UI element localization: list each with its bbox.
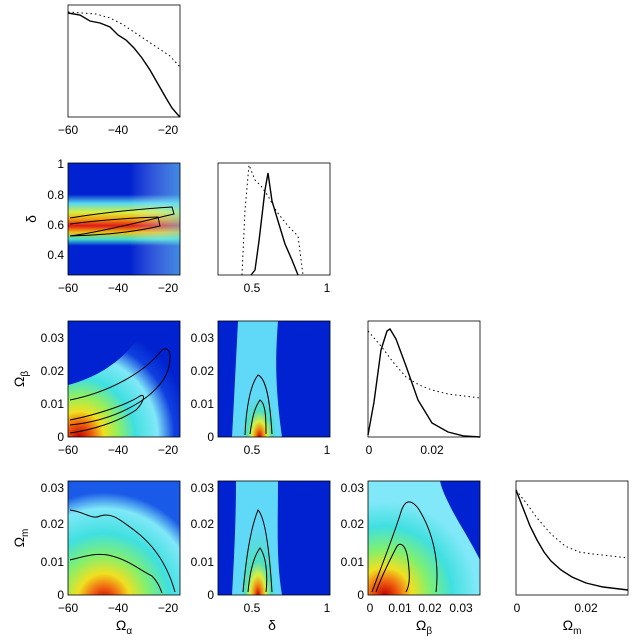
tick-label: 0.01 (388, 601, 412, 615)
contour (375, 543, 410, 593)
tick-label: −20 (158, 123, 179, 137)
tick-label: −20 (158, 443, 179, 457)
contour (69, 216, 161, 237)
tick-label: 0.03 (191, 481, 215, 495)
tick-label: 0.01 (191, 555, 215, 569)
tick-label: 1 (57, 157, 64, 171)
tick-label: 0 (57, 588, 64, 602)
tick-label: 0.02 (191, 364, 215, 378)
beta-solid-line (367, 328, 481, 438)
tick-label: −60 (58, 601, 79, 615)
panel-marginal-m: 0 0.02 Ωm (514, 480, 629, 637)
delta-dotted-line (241, 164, 304, 276)
ylabel-delta: δ (23, 215, 39, 223)
tick-label: 0.01 (341, 555, 365, 569)
tick-label: 0.02 (191, 517, 215, 531)
tick-label: 0.01 (41, 555, 65, 569)
tick-label: 0.02 (41, 364, 65, 378)
panel-marginal-delta: 0.5 1 (217, 162, 331, 295)
tick-label: 0.01 (41, 397, 65, 411)
xlabel-omega-beta: Ωβ (416, 617, 432, 637)
tick-label: 0.02 (420, 443, 444, 457)
tick-label: −40 (108, 601, 129, 615)
tick-label: 0 (367, 601, 374, 615)
xlabel-omega-m: Ωm (563, 617, 582, 637)
tick-label: 1 (324, 281, 331, 295)
contour (242, 509, 273, 593)
tick-label: 0.02 (574, 601, 598, 615)
tick-label: 0 (357, 588, 364, 602)
tick-label: 0 (207, 588, 214, 602)
ylabel-omega-beta: Ωβ (11, 371, 31, 387)
tick-label: 0.03 (449, 601, 473, 615)
tick-label: 1 (324, 443, 331, 457)
tick-label: 0.03 (41, 331, 65, 345)
delta-solid-line (250, 172, 299, 276)
tick-label: −60 (58, 281, 79, 295)
tick-label: 0 (366, 443, 373, 457)
tick-label: 0.8 (47, 188, 64, 202)
tick-label: 0 (514, 601, 521, 615)
contour (69, 394, 144, 434)
ylabel-omega-m: Ωm (11, 529, 31, 548)
panel-marginal-alpha: −60 −40 −20 (58, 4, 181, 137)
tick-label: 0.5 (244, 281, 261, 295)
contour (69, 553, 163, 594)
tick-label: 0.01 (191, 397, 215, 411)
alpha-dotted-line (67, 11, 181, 68)
contour (371, 501, 438, 593)
contour (69, 206, 175, 237)
xlabel-omega-alpha: Ωα (116, 617, 132, 637)
tick-label: 0.03 (41, 481, 65, 495)
tick-label: 0.5 (244, 601, 261, 615)
panel-m-vs-delta: 0 0.01 0.02 0.03 0.5 1 δ (191, 480, 331, 633)
tick-label: 0 (207, 430, 214, 444)
tick-label: −40 (108, 443, 129, 457)
panel-delta-vs-alpha: 0.4 0.6 0.8 1 −60 −40 −20 δ (23, 157, 181, 295)
tick-label: −20 (158, 601, 179, 615)
panel-beta-vs-alpha: 0 0.01 0.02 0.03 −60 −40 −20 Ωβ (11, 320, 181, 457)
tick-label: −20 (158, 281, 179, 295)
tick-label: 0.03 (341, 481, 365, 495)
panel-m-vs-beta: 0 0.01 0.02 0.03 0 0.01 0.02 0.03 Ωβ (341, 480, 481, 637)
tick-label: 0.03 (191, 331, 215, 345)
panel-m-vs-alpha: 0 0.01 0.02 0.03 −60 −40 −20 Ωα Ωm (11, 480, 181, 637)
alpha-solid-line (67, 12, 181, 118)
tick-label: 0 (57, 430, 64, 444)
contour (69, 348, 171, 426)
m-solid-line (515, 489, 629, 591)
tick-label: 0.5 (244, 443, 261, 457)
m-dotted-line (515, 489, 629, 559)
tick-label: 1 (324, 601, 331, 615)
contour (244, 374, 273, 436)
xlabel-delta: δ (268, 617, 276, 633)
tick-label: −60 (58, 443, 79, 457)
contour (247, 547, 268, 593)
tick-label: 0.02 (341, 517, 365, 531)
tick-label: 0.4 (47, 248, 64, 262)
tick-label: 0.02 (418, 601, 442, 615)
panel-marginal-beta: 0 0.02 (366, 320, 481, 457)
contour (69, 509, 176, 593)
tick-label: −60 (58, 123, 79, 137)
tick-label: 0.02 (41, 517, 65, 531)
tick-label: −40 (108, 281, 129, 295)
tick-label: −40 (108, 123, 129, 137)
contour (249, 399, 267, 435)
panel-beta-vs-delta: 0 0.01 0.02 0.03 0.5 1 (191, 320, 331, 457)
tick-label: 0.6 (47, 218, 64, 232)
